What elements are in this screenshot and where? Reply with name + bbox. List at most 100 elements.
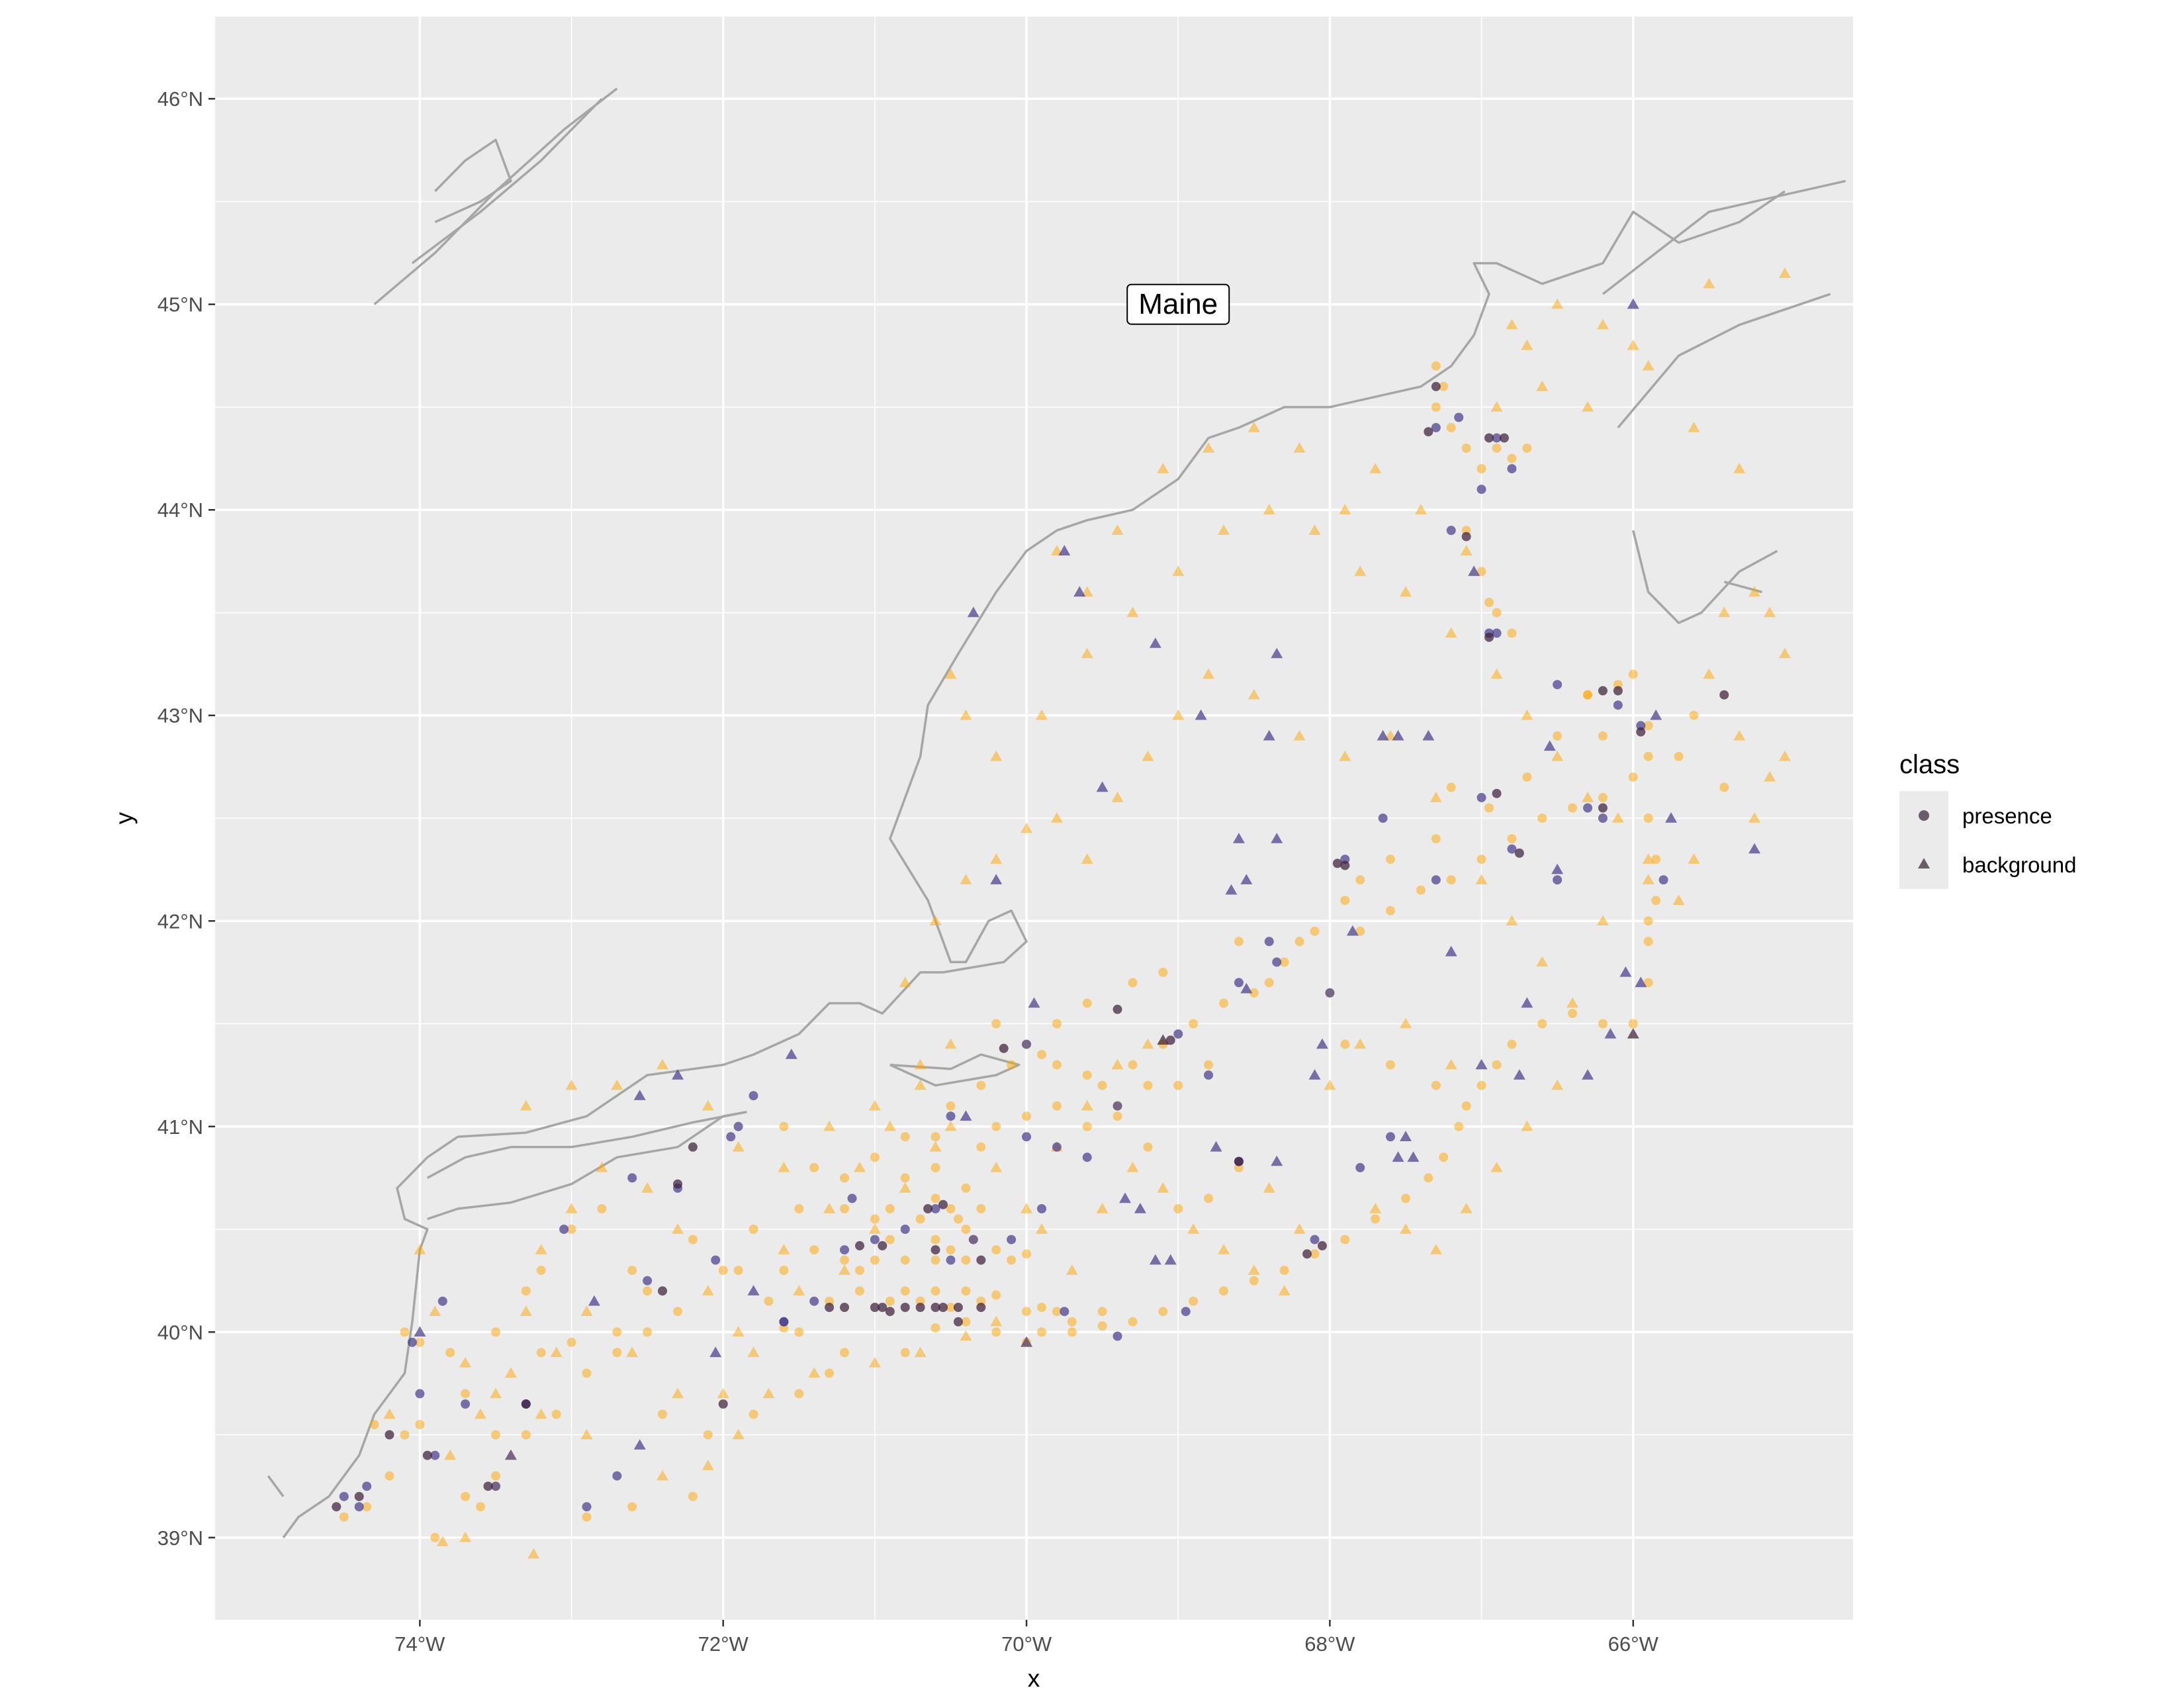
presence-point [1264, 978, 1274, 988]
background-point [1021, 1336, 1032, 1347]
background-point [611, 1079, 623, 1090]
presence-point [1340, 896, 1350, 906]
presence-point [840, 1173, 849, 1183]
x-tick-label: 66°W [1608, 1632, 1659, 1656]
presence-point [931, 1162, 940, 1172]
background-point [1195, 709, 1207, 720]
presence-point [946, 1111, 956, 1121]
background-point [1339, 750, 1351, 761]
presence-point [855, 1266, 864, 1276]
presence-point [643, 1327, 653, 1337]
background-point [459, 1531, 472, 1542]
x-tick-label: 70°W [1001, 1632, 1052, 1656]
background-point [1582, 791, 1594, 802]
presence-point [991, 1327, 1001, 1337]
presence-point [1022, 1132, 1031, 1142]
presence-point [885, 1235, 895, 1244]
presence-point [339, 1491, 349, 1501]
presence-point [1598, 686, 1608, 696]
background-point [1119, 1192, 1131, 1203]
presence-point [1097, 1321, 1107, 1331]
presence-point [840, 1303, 849, 1312]
background-point [1665, 812, 1677, 823]
background-point [1627, 339, 1639, 350]
presence-point [1598, 792, 1608, 802]
presence-point [900, 1132, 910, 1142]
legend-title: class [1899, 750, 1960, 779]
presence-point [900, 1225, 910, 1234]
background-point [1778, 267, 1791, 278]
presence-point [491, 1327, 500, 1337]
x-tick-label: 74°W [394, 1632, 445, 1656]
background-point [990, 1161, 1003, 1172]
background-point [1058, 545, 1071, 556]
presence-point [1431, 423, 1441, 432]
background-point [1339, 504, 1351, 514]
presence-point [794, 1327, 804, 1337]
background-point [823, 1203, 836, 1213]
background-point [868, 1223, 881, 1234]
background-point [1248, 1264, 1260, 1275]
presence-point [749, 1225, 758, 1234]
presence-point [627, 1173, 637, 1183]
presence-point [1007, 1060, 1017, 1070]
background-point [1377, 729, 1389, 741]
presence-point [1310, 1249, 1320, 1259]
background-point [778, 1161, 790, 1172]
presence-point [1537, 1019, 1547, 1029]
presence-point [1234, 937, 1244, 947]
presence-point [1310, 926, 1320, 936]
presence-point [1484, 803, 1494, 813]
presence-point [1424, 427, 1433, 437]
presence-point [1643, 814, 1653, 823]
presence-point [900, 1348, 910, 1358]
presence-point [1325, 988, 1335, 998]
presence-point [567, 1337, 576, 1347]
background-point [967, 606, 979, 618]
background-point [1400, 586, 1412, 597]
coastline [267, 1475, 285, 1497]
presence-point [1317, 1241, 1327, 1250]
presence-point [1651, 896, 1661, 906]
presence-point [597, 1204, 607, 1213]
presence-point [1113, 1101, 1122, 1111]
presence-point [1386, 1132, 1395, 1142]
background-point [1513, 1069, 1525, 1080]
presence-point [1431, 875, 1441, 885]
background-point [1164, 1254, 1177, 1265]
presence-point [946, 1255, 956, 1265]
background-point [960, 1330, 972, 1341]
background-point [732, 1326, 745, 1336]
presence-point [1386, 1060, 1395, 1070]
background-point [1271, 833, 1283, 843]
legend-label-background: background [1962, 853, 2076, 877]
background-point [929, 1141, 942, 1152]
coastline [1602, 179, 1846, 295]
presence-point [900, 1173, 910, 1183]
presence-point [1249, 988, 1259, 998]
y-tick-label: 43°N [158, 704, 203, 727]
presence-point [1097, 1307, 1107, 1317]
presence-point [1628, 1019, 1638, 1029]
coastline [434, 138, 512, 224]
presence-point [1507, 464, 1517, 474]
background-point [1543, 740, 1556, 751]
presence-point [1165, 1035, 1175, 1045]
presence-point [1477, 792, 1486, 802]
presence-point [1477, 464, 1486, 474]
presence-point [445, 1348, 455, 1358]
presence-point [1234, 1156, 1244, 1166]
background-point [1248, 688, 1260, 700]
background-point [732, 1141, 745, 1152]
background-point [1749, 812, 1760, 823]
presence-point [733, 1266, 743, 1276]
presence-point [991, 1019, 1001, 1029]
background-point [1475, 1058, 1488, 1070]
background-point [1445, 1058, 1457, 1070]
presence-point [1264, 937, 1274, 947]
presence-point [961, 1286, 971, 1296]
presence-point [1067, 1317, 1077, 1327]
background-point [944, 1038, 957, 1049]
background-point [1627, 1028, 1639, 1039]
background-point [1551, 750, 1564, 761]
